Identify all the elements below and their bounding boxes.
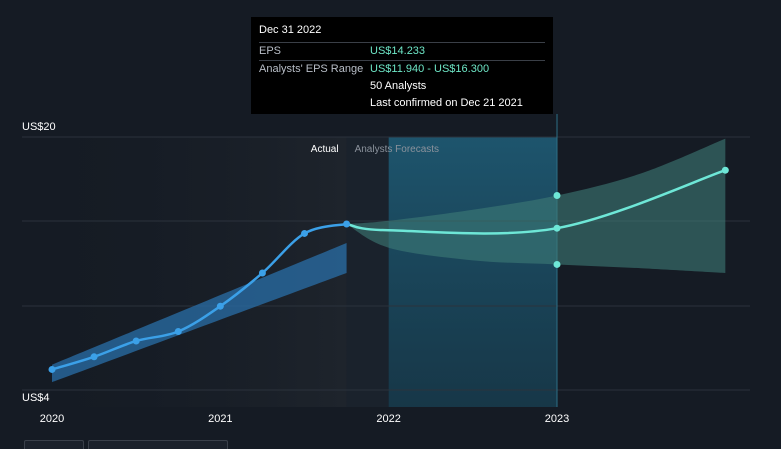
forecast-region-background (346, 137, 389, 407)
y-tick-label-bottom: US$4 (22, 392, 50, 404)
x-axis-ticks: 2020 2021 2022 2023 (40, 413, 569, 425)
x-tick-label: 2022 (376, 413, 400, 425)
tooltip-eps-value: US$14.233 (370, 45, 426, 57)
actual-eps-line (51, 222, 347, 371)
tooltip-range-row: Analysts' EPS Range US$11.940 - US$16.30… (259, 61, 545, 78)
forecast-region-label: Analysts Forecasts (355, 144, 439, 155)
y-tick-label-top: US$20 (22, 121, 56, 133)
tooltip-range-low: US$11.940 (370, 63, 425, 75)
range-bands (52, 138, 726, 383)
actual-region-label: Actual (311, 144, 339, 155)
actual-range-band (52, 242, 347, 383)
actual-data-point (343, 220, 351, 228)
tooltip-eps-label: EPS (259, 45, 282, 57)
tooltip: Dec 31 2022 EPS US$14.233 Analysts' EPS … (251, 17, 553, 114)
x-tick-label: 2020 (40, 413, 64, 425)
tooltip-range-label: Analysts' EPS Range (259, 63, 364, 75)
tooltip-confirmed-row: Last confirmed on Dec 21 2021 (259, 95, 545, 112)
highlight-data-point (553, 192, 561, 200)
tooltip-range-value: US$11.940 - US$16.300 (370, 61, 489, 78)
actual-data-point (48, 365, 56, 373)
tooltip-analysts-row: 50 Analysts (259, 78, 545, 95)
forecast-range-band (346, 138, 726, 273)
tooltip-analysts-count: 50 Analysts (370, 80, 427, 92)
actual-data-point (301, 229, 308, 237)
tooltip-confirmed-date: Last confirmed on Dec 21 2021 (370, 97, 523, 109)
forecast-end-point (721, 166, 729, 174)
highlight-data-point (553, 260, 561, 268)
forecast-eps-line (346, 169, 726, 235)
actual-data-point (174, 327, 182, 335)
data-markers (48, 166, 729, 373)
tooltip-date: Dec 31 2022 (259, 17, 545, 43)
actual-data-point (258, 269, 266, 277)
x-tick-label: 2023 (545, 413, 569, 425)
actual-data-point (132, 337, 140, 345)
tooltip-range-separator: - (424, 63, 435, 75)
actual-data-point (216, 302, 224, 310)
actual-data-point (90, 353, 98, 361)
tooltip-eps-row: EPS US$14.233 (259, 43, 545, 61)
tooltip-range-high: US$16.300 (434, 63, 490, 75)
tooltip-highlight-column (388, 137, 557, 407)
series-lines (51, 169, 726, 371)
highlight-data-point (553, 224, 561, 232)
x-tick-label: 2021 (208, 413, 232, 425)
